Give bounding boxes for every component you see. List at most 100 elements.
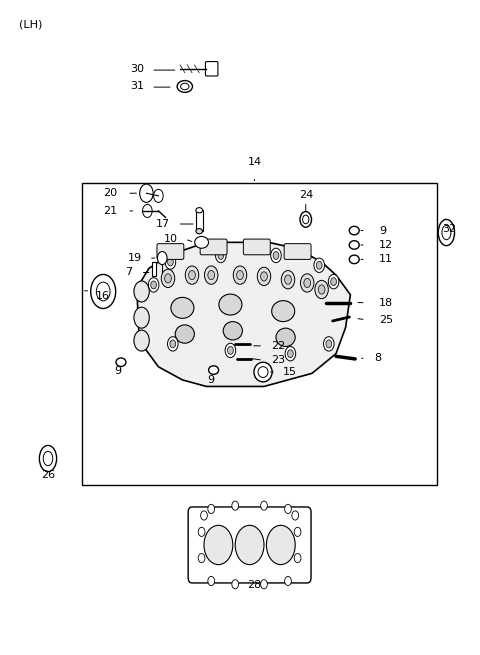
Circle shape xyxy=(143,204,152,217)
Ellipse shape xyxy=(196,208,203,213)
Circle shape xyxy=(285,576,291,586)
Circle shape xyxy=(189,271,195,280)
Circle shape xyxy=(151,281,156,289)
Circle shape xyxy=(294,527,301,536)
Circle shape xyxy=(91,274,116,309)
Ellipse shape xyxy=(223,322,242,340)
Text: (LH): (LH) xyxy=(19,20,43,29)
Circle shape xyxy=(198,527,205,536)
Text: 25: 25 xyxy=(379,314,393,325)
Ellipse shape xyxy=(175,325,194,343)
Circle shape xyxy=(216,248,226,263)
Ellipse shape xyxy=(272,301,295,322)
Circle shape xyxy=(134,281,149,302)
Bar xyxy=(152,262,156,276)
Circle shape xyxy=(292,511,299,520)
Text: 8: 8 xyxy=(374,352,382,363)
Circle shape xyxy=(235,525,264,565)
Text: 26: 26 xyxy=(41,470,55,480)
Text: 30: 30 xyxy=(130,64,144,74)
Circle shape xyxy=(285,346,296,361)
Text: 9: 9 xyxy=(208,375,215,384)
Circle shape xyxy=(148,278,159,292)
Circle shape xyxy=(198,553,205,563)
Text: 22: 22 xyxy=(271,341,286,351)
Text: 9: 9 xyxy=(379,225,386,236)
Text: 9: 9 xyxy=(114,366,121,376)
Circle shape xyxy=(315,280,328,299)
Circle shape xyxy=(294,553,301,563)
Circle shape xyxy=(165,255,176,269)
Text: 10: 10 xyxy=(164,234,178,244)
Circle shape xyxy=(185,266,199,284)
Circle shape xyxy=(314,258,324,272)
Circle shape xyxy=(331,278,336,286)
Circle shape xyxy=(300,274,314,292)
Ellipse shape xyxy=(349,255,359,263)
Ellipse shape xyxy=(209,365,218,374)
Text: 15: 15 xyxy=(283,367,297,377)
Bar xyxy=(82,183,437,485)
Circle shape xyxy=(304,278,311,288)
Text: 12: 12 xyxy=(379,240,393,250)
Ellipse shape xyxy=(438,219,455,246)
Circle shape xyxy=(328,274,339,289)
FancyBboxPatch shape xyxy=(243,239,270,255)
FancyBboxPatch shape xyxy=(157,244,184,259)
Ellipse shape xyxy=(349,227,359,235)
Circle shape xyxy=(266,525,295,565)
Text: 7: 7 xyxy=(125,267,132,278)
Text: 11: 11 xyxy=(379,254,393,265)
Circle shape xyxy=(273,252,279,259)
Ellipse shape xyxy=(349,241,359,250)
Circle shape xyxy=(208,504,215,514)
Circle shape xyxy=(140,184,153,202)
Ellipse shape xyxy=(116,358,126,366)
Text: 14: 14 xyxy=(247,157,262,167)
Ellipse shape xyxy=(177,81,192,92)
Circle shape xyxy=(208,576,215,586)
Circle shape xyxy=(271,248,281,263)
Text: 23: 23 xyxy=(271,355,285,365)
Circle shape xyxy=(232,501,239,510)
Text: 21: 21 xyxy=(104,206,118,216)
Circle shape xyxy=(281,271,295,289)
FancyBboxPatch shape xyxy=(284,244,311,259)
Circle shape xyxy=(228,346,233,354)
FancyBboxPatch shape xyxy=(205,62,218,76)
FancyBboxPatch shape xyxy=(188,507,311,583)
Polygon shape xyxy=(137,242,350,386)
FancyBboxPatch shape xyxy=(200,239,227,255)
Circle shape xyxy=(204,266,218,284)
Circle shape xyxy=(218,252,224,259)
Circle shape xyxy=(285,504,291,514)
Circle shape xyxy=(326,340,332,348)
Circle shape xyxy=(225,343,236,358)
Circle shape xyxy=(261,580,267,589)
Circle shape xyxy=(165,274,171,283)
Circle shape xyxy=(261,272,267,281)
Circle shape xyxy=(168,258,173,266)
Circle shape xyxy=(261,501,267,510)
Circle shape xyxy=(324,337,334,351)
Text: 32: 32 xyxy=(442,224,456,234)
Bar xyxy=(196,210,203,231)
Circle shape xyxy=(208,271,215,280)
Circle shape xyxy=(316,261,322,269)
Text: 18: 18 xyxy=(379,297,393,308)
Text: 31: 31 xyxy=(130,81,144,92)
Ellipse shape xyxy=(196,229,203,234)
Ellipse shape xyxy=(276,328,295,346)
Text: 20: 20 xyxy=(104,188,118,198)
Circle shape xyxy=(232,580,239,589)
Text: 16: 16 xyxy=(96,291,110,301)
Circle shape xyxy=(318,285,325,294)
Text: 19: 19 xyxy=(128,253,142,263)
Ellipse shape xyxy=(39,445,57,472)
Circle shape xyxy=(288,350,293,358)
Ellipse shape xyxy=(195,236,208,248)
Circle shape xyxy=(157,252,167,265)
Circle shape xyxy=(237,271,243,280)
Circle shape xyxy=(134,307,149,328)
Ellipse shape xyxy=(300,212,312,227)
